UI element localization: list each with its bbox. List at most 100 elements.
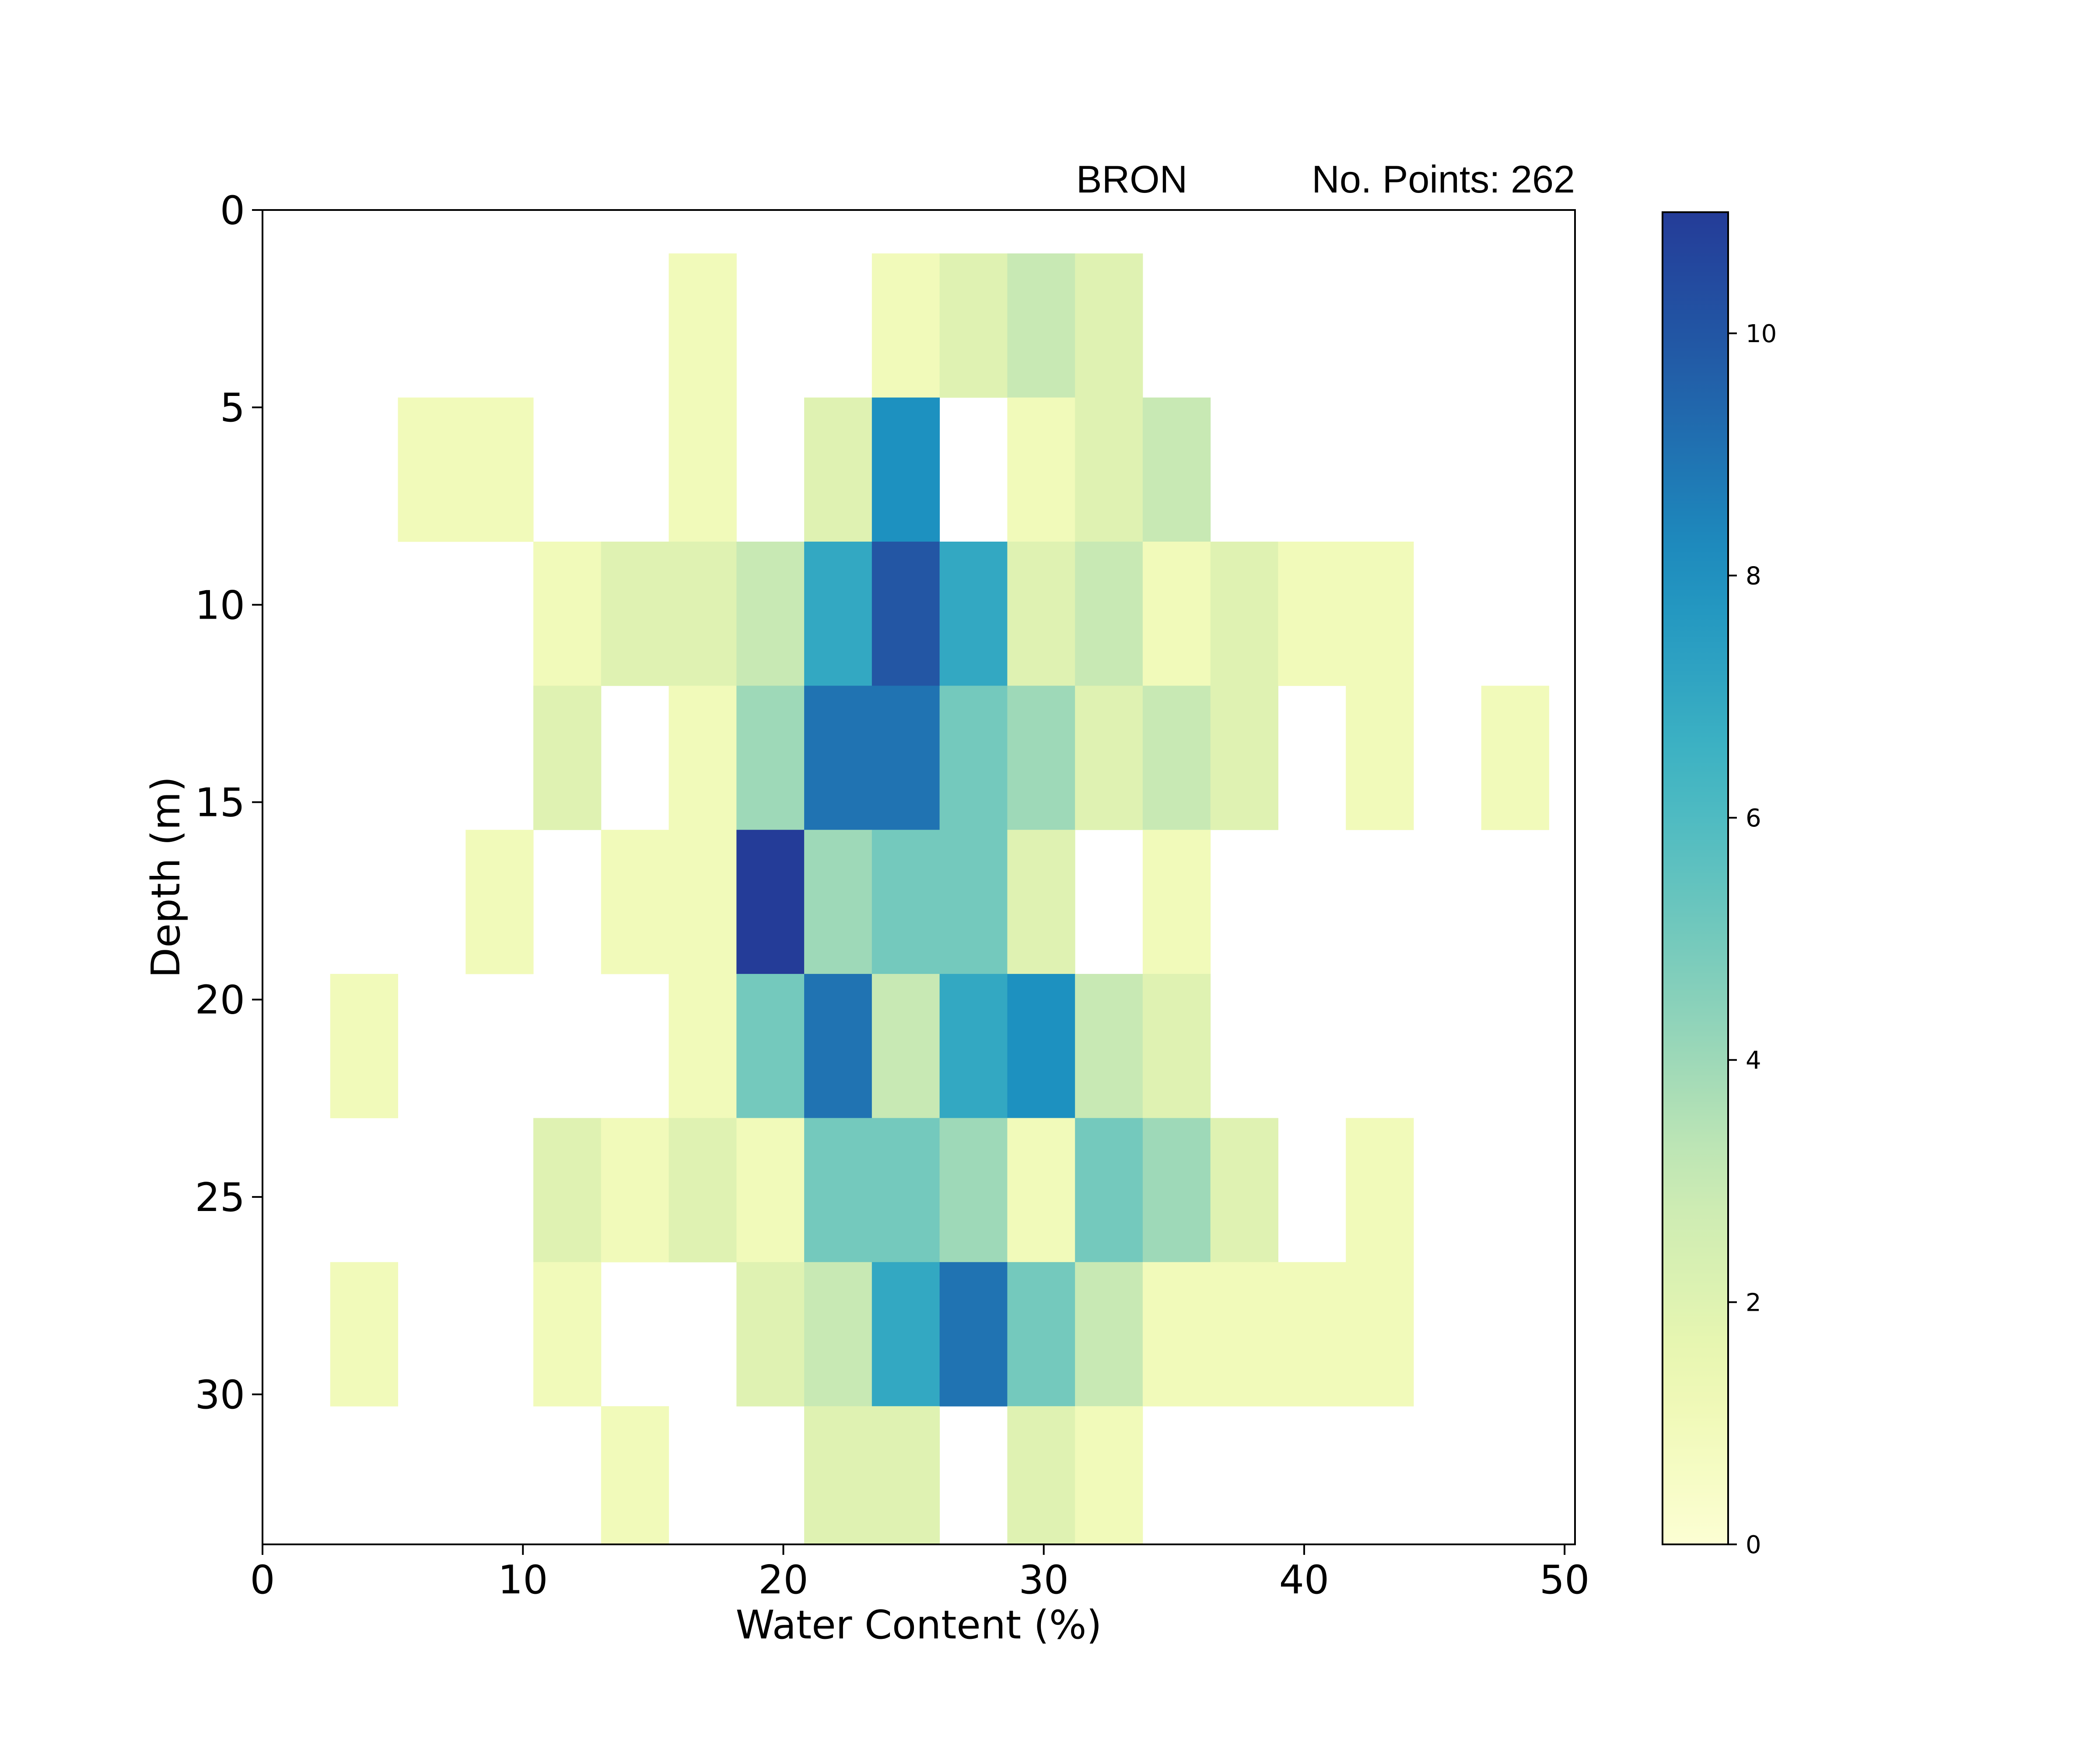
heatmap-cell — [533, 686, 602, 830]
heatmap-cell — [872, 1406, 940, 1545]
y-tick-label: 25 — [195, 1175, 245, 1221]
y-tick-label: 30 — [195, 1372, 245, 1418]
plot-frame — [262, 209, 1576, 1545]
colorbar-axis: 0 2 4 6 8 10 — [1728, 320, 1777, 1559]
heatmap-cell — [804, 1406, 872, 1545]
heatmap-cell — [1346, 686, 1414, 830]
y-axis: 0 5 10 15 20 25 30 — [195, 188, 262, 1418]
heatmap-cell — [1075, 541, 1143, 686]
heatmap-cell — [736, 974, 805, 1118]
heatmap-cell — [601, 1118, 669, 1263]
heatmap-cell — [1278, 1262, 1346, 1407]
heatmap-cell — [804, 830, 872, 974]
heatmap-cell — [1142, 1262, 1211, 1407]
heatmap-cell — [1007, 541, 1075, 686]
heatmap-cell — [939, 1262, 1008, 1407]
heatmap-cell — [1007, 830, 1075, 974]
heatmap-cell — [1007, 1406, 1075, 1545]
heatmap-cell — [668, 686, 737, 830]
heatmap-cell — [330, 1262, 399, 1407]
heatmap-cell — [736, 1262, 805, 1407]
heatmap-cell — [533, 541, 602, 686]
heatmap-cell — [872, 1262, 940, 1407]
heatmap-cell — [668, 1118, 737, 1263]
x-tick-label: 0 — [250, 1557, 275, 1603]
y-tick-label: 10 — [195, 582, 245, 628]
heatmap-cell — [1075, 253, 1143, 398]
colorbar-tick-label: 2 — [1746, 1288, 1761, 1317]
header-point-count: No. Points: 262 — [1312, 158, 1575, 201]
heatmap-cell — [736, 830, 805, 974]
heatmap-cell — [1278, 541, 1346, 686]
heatmap-cell — [939, 830, 1008, 974]
heatmap-cell — [1075, 1406, 1143, 1545]
heatmap-cell — [533, 1262, 602, 1407]
heatmap-cell — [668, 541, 737, 686]
heatmap-cell — [1075, 397, 1143, 542]
heatmap-cell — [1346, 541, 1414, 686]
x-tick-label: 30 — [1018, 1557, 1069, 1603]
heatmap-cell — [601, 830, 669, 974]
x-tick-label: 20 — [758, 1557, 808, 1603]
x-tick-label: 40 — [1279, 1557, 1330, 1603]
heatmap-cell — [601, 541, 669, 686]
heatmap-cell — [1210, 1262, 1278, 1407]
heatmap-cell — [939, 541, 1008, 686]
heatmap-cell — [1075, 1118, 1143, 1263]
heatmap-cell — [1142, 686, 1211, 830]
heatmap-cells — [330, 253, 1549, 1545]
heatmap-cell — [1142, 1118, 1211, 1263]
x-axis-label: Water Content (%) — [736, 1602, 1102, 1648]
heatmap-cell — [804, 686, 872, 830]
heatmap-cell — [736, 686, 805, 830]
x-tick-label: 50 — [1540, 1557, 1590, 1603]
colorbar — [1662, 212, 1728, 1544]
heatmap-cell — [939, 253, 1008, 398]
heatmap-cell — [1007, 1118, 1075, 1263]
heatmap-cell — [1007, 253, 1075, 398]
y-tick-label: 20 — [195, 977, 245, 1023]
heatmap-cell — [1142, 397, 1211, 542]
heatmap-cell — [1210, 541, 1278, 686]
heatmap-cell — [1346, 1118, 1414, 1263]
heatmap-cell — [668, 397, 737, 542]
heatmap-cell — [872, 397, 940, 542]
heatmap-cell — [1481, 686, 1549, 830]
heatmap-cell — [330, 974, 399, 1118]
colorbar-tick-label: 6 — [1746, 804, 1761, 833]
heatmap-cell — [939, 1118, 1008, 1263]
heatmap-cell — [601, 1406, 669, 1545]
heatmap-cell — [1075, 1262, 1143, 1407]
y-axis-label: Depth (m) — [143, 777, 189, 978]
heatmap-cell — [533, 1118, 602, 1263]
heatmap-cell — [1075, 686, 1143, 830]
heatmap-cell — [872, 1118, 940, 1263]
heatmap-cell — [668, 830, 737, 974]
heatmap-cell — [466, 397, 534, 542]
heatmap-cell — [804, 1118, 872, 1263]
heatmap-cell — [736, 541, 805, 686]
colorbar-tick-label: 4 — [1746, 1046, 1761, 1075]
heatmap-cell — [398, 397, 466, 542]
heatmap-cell — [804, 541, 872, 686]
heatmap-cell — [872, 686, 940, 830]
heatmap-cell — [1075, 974, 1143, 1118]
heatmap-cell — [736, 1118, 805, 1263]
heatmap-cell — [939, 686, 1008, 830]
heatmap-cell — [1346, 1262, 1414, 1407]
y-tick-label: 0 — [220, 188, 245, 234]
colorbar-tick-label: 0 — [1746, 1531, 1761, 1559]
header-location: BRON — [1076, 158, 1187, 201]
heatmap-cell — [1007, 1262, 1075, 1407]
heatmap-cell — [1007, 397, 1075, 542]
heatmap-cell — [1210, 686, 1278, 830]
x-axis: 0 10 20 30 40 50 — [250, 1544, 1589, 1603]
colorbar-frame — [1662, 211, 1729, 1545]
heatmap-cell — [1142, 974, 1211, 1118]
heatmap-cell — [1007, 974, 1075, 1118]
heatmap-cell — [872, 974, 940, 1118]
heatmap-cell — [668, 974, 737, 1118]
heatmap-cell — [804, 974, 872, 1118]
y-tick-label: 15 — [195, 780, 245, 826]
